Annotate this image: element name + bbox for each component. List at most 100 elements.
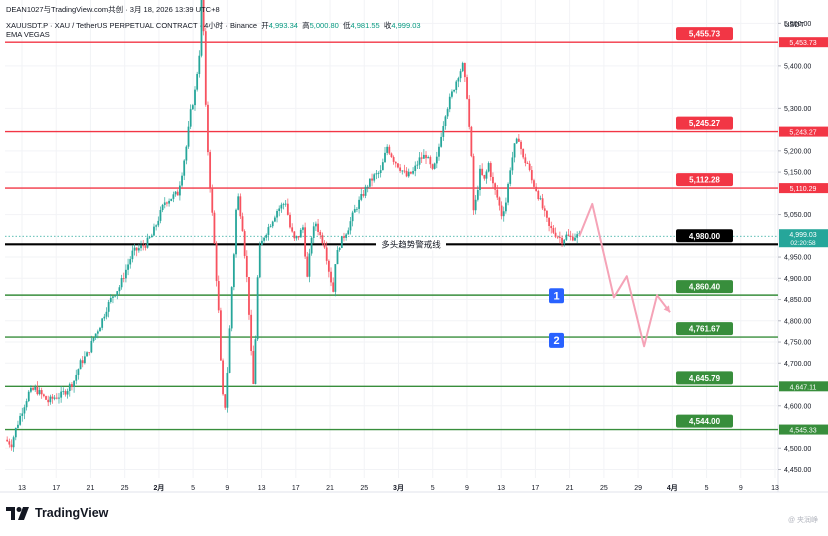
y-tick-label: 5,300.00 [784,106,811,113]
candle-body [170,198,173,201]
candle-body [563,239,566,244]
zone-marker-box [549,288,564,304]
candle-body [286,203,289,215]
candle-body [399,167,402,171]
candle-body [30,387,32,392]
zone-marker-label: 2 [553,335,559,347]
candle-body [358,199,360,209]
candle-body [304,227,307,257]
candle-body [448,96,451,110]
candle-body [373,174,376,181]
candle-body [222,360,224,395]
y-tick-label: 4,850.00 [784,297,811,304]
candle-body [10,444,13,448]
candle-body [353,209,356,213]
candle-body [427,157,430,159]
candle-body [280,204,283,209]
x-tick-label: 4月 [667,484,678,492]
candle-body [535,186,538,191]
axis-price-label: 4,545.33 [789,428,816,435]
candle-body [172,194,175,199]
candle-body [224,394,227,408]
candle-body [349,221,352,231]
y-tick-label: 5,400.00 [784,63,811,70]
candle-body [6,439,9,442]
candle-body [83,356,86,364]
candle-body [135,247,138,251]
candle-body [546,210,548,218]
candle-body [125,269,127,279]
candle-body [550,225,553,229]
candle-body [401,170,404,172]
candle-body [114,295,117,297]
candle-body [422,154,425,159]
x-tick-label: 25 [360,485,368,492]
candle-body [362,193,365,196]
x-tick-label: 29 [634,485,642,492]
candle-body [105,311,108,317]
candle-body [474,199,477,211]
credit-text: DEAN1027与TradingView.com共创 · 3月 18, 2026… [6,5,220,14]
trendline-caption-bg [376,238,446,251]
candle-body [466,77,468,99]
candle-body [68,384,71,391]
level-tag-box [676,27,733,41]
candle-body [140,245,142,249]
candle-body [554,232,557,237]
x-tick-label: 21 [326,485,334,492]
candle-body [45,396,47,400]
level-tag-box [676,322,733,336]
candle-body [457,78,460,82]
candle-body [302,227,304,230]
candle-body [112,296,114,298]
y-tick-label: 4,700.00 [784,361,811,368]
level-tag-box [676,414,733,428]
x-tick-label: 17 [52,485,60,492]
candle-body [254,339,257,384]
candle-body [312,226,315,238]
candle-body [122,278,125,279]
candle-body [127,264,129,270]
candle-body [289,214,291,228]
candle-body [258,245,261,278]
candle-body [343,236,345,238]
x-tick-label: 13 [497,485,505,492]
x-tick-label: 13 [258,485,266,492]
y-tick-label: 4,750.00 [784,340,811,347]
axis-price-box [779,424,828,435]
candle-body [131,250,134,260]
candle-body [569,235,572,237]
candle-body [442,126,445,137]
candle-body [243,231,246,256]
candle-body [431,164,434,169]
x-tick-label: 3月 [393,484,404,492]
candle-body [88,352,91,354]
candle-body [267,227,270,235]
candle-body [515,138,518,144]
candle-body [496,189,499,198]
candle-body [174,191,177,195]
candle-body [332,282,335,292]
candle-body [347,230,350,235]
symbol-name[interactable]: XAUUSDT.P · XAU / TetherUS PERPETUAL CON… [6,21,258,30]
candle-body [539,198,542,200]
candle-body [446,109,449,117]
candle-body [412,171,414,174]
axis-price-box [779,37,828,48]
candle-body [576,234,579,238]
candle-body [12,437,15,448]
candle-body [60,391,63,398]
candle-body [155,225,158,227]
candle-body [571,236,574,241]
candle-body [548,217,550,226]
projection-path [578,202,671,348]
candle-body [92,337,95,341]
indicator-name[interactable]: EMA VEGAS [6,30,50,39]
candle-body [338,247,341,250]
candle-body [129,259,132,265]
candle-body [237,196,240,210]
candle-body [36,386,39,395]
low-value: 4,981.55 [350,21,380,30]
candle-body [19,415,22,425]
